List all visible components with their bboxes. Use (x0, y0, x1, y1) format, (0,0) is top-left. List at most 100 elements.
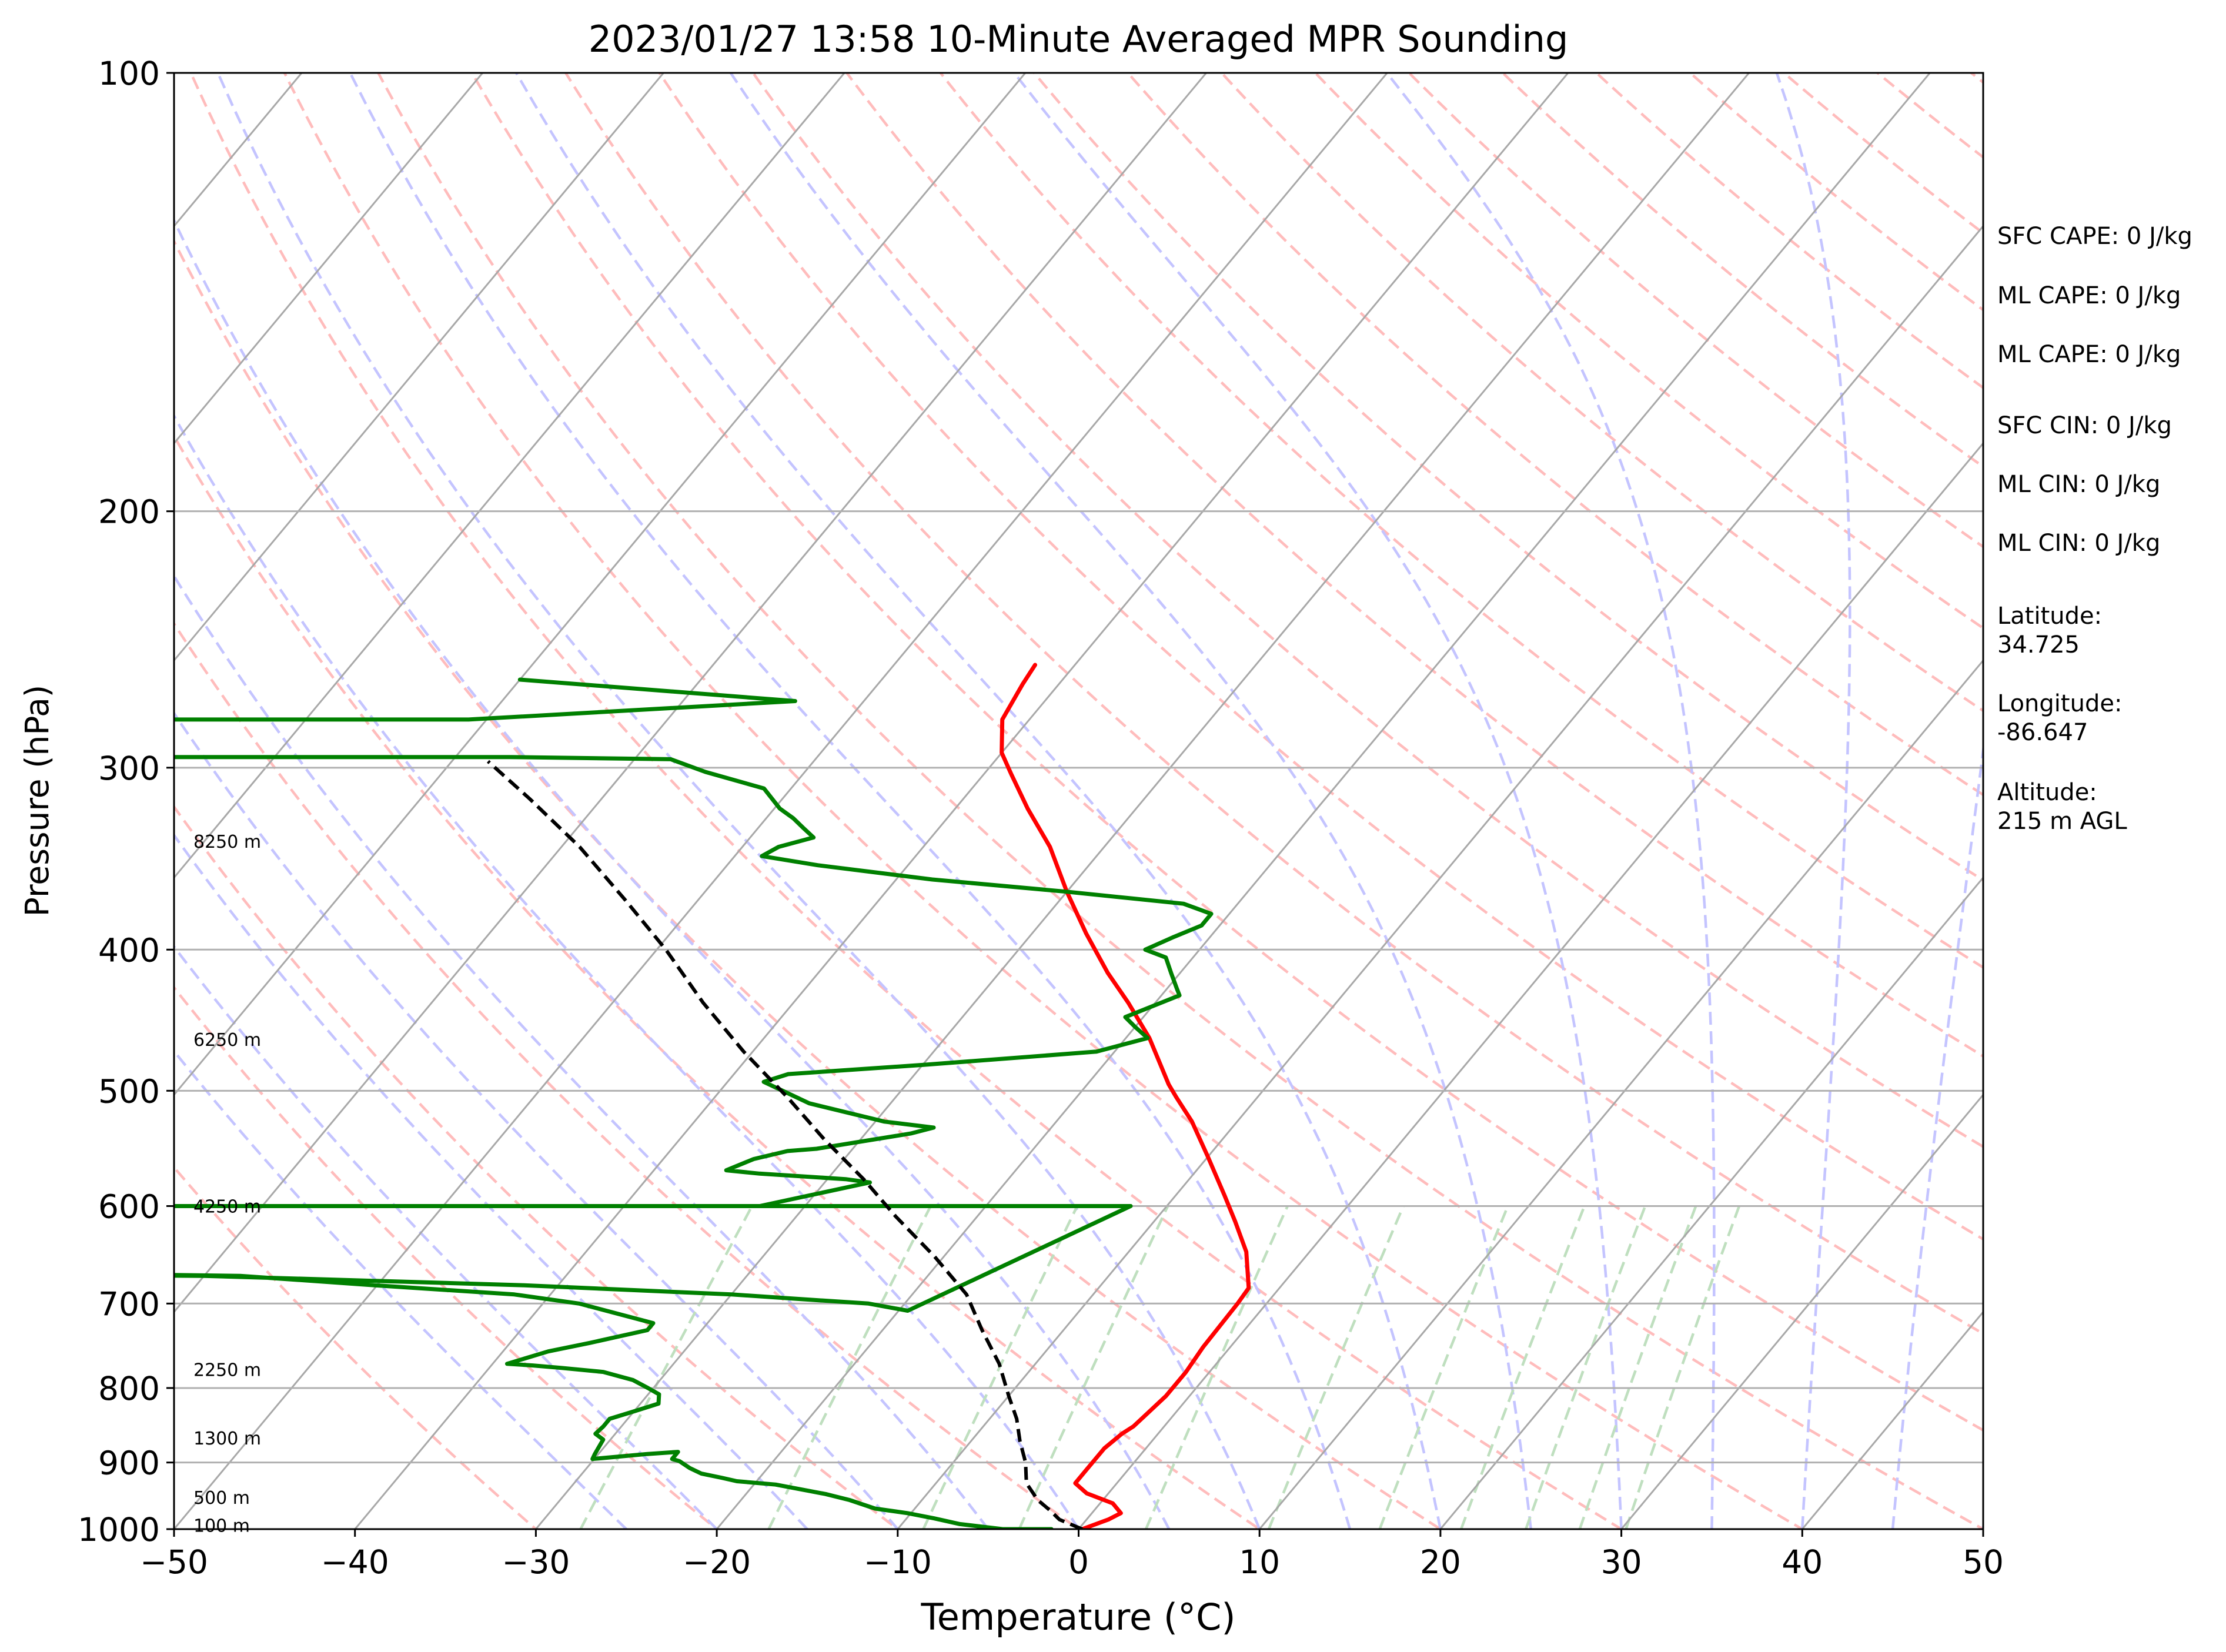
dry-adiabat-line (1594, 73, 1983, 390)
mixing-ratio-line (1018, 1205, 1169, 1529)
isotherm-line (174, 73, 664, 662)
moist-adiabat-line (216, 73, 1261, 1529)
x-tick-label: 0 (1068, 1543, 1089, 1581)
x-tick-label: 40 (1782, 1543, 1823, 1581)
moist-adiabat-line (174, 944, 718, 1529)
mixing-ratio-line (922, 1205, 1079, 1529)
x-tick-label: −40 (321, 1543, 389, 1581)
dry-adiabat-line (1407, 73, 1983, 549)
dry-adiabat-line (174, 1165, 538, 1529)
moist-adiabat-line (174, 573, 990, 1529)
y-tick-label: 400 (98, 931, 160, 969)
x-tick-label: 20 (1420, 1543, 1461, 1581)
dewpoint-profile-line (174, 677, 1214, 1529)
mixing-ratio-line (767, 1205, 932, 1529)
dry-adiabat-line (283, 73, 1805, 1529)
y-tick-label: 800 (98, 1370, 160, 1407)
y-tick-label: 900 (98, 1444, 160, 1482)
dry-adiabat-line (174, 804, 900, 1529)
x-tick-label: −30 (502, 1543, 570, 1581)
isotherm-line (1259, 659, 1983, 1529)
ml-cape-text: ML CAPE: 0 J/kg (1997, 282, 2181, 309)
x-tick-label: 50 (1963, 1543, 2004, 1581)
x-tick-label: 10 (1239, 1543, 1280, 1581)
dry-adiabat-line (1688, 73, 1983, 312)
dry-adiabat-line (174, 238, 1443, 1529)
x-tick-label: −20 (683, 1543, 751, 1581)
dry-adiabat-line (376, 73, 1983, 1529)
isotherm-line (716, 73, 1931, 1529)
ml-cin-text: ML CIN: 0 J/kg (1997, 471, 2160, 498)
x-axis-label: Temperature (°C) (920, 1596, 1235, 1638)
y-tick-label: 300 (98, 750, 160, 787)
longitude-value: -86.647 (1997, 719, 2088, 746)
dry-adiabat-line (1313, 73, 1983, 630)
y-axis-ticks: 1000 900 800 700 600 500 400 300 200 100 (78, 55, 174, 1549)
height-annotation-label: 6250 m (193, 1030, 261, 1051)
longitude-label: Longitude: (1997, 690, 2122, 717)
dry-adiabat-line (174, 433, 1262, 1529)
isotherm-line (1620, 1093, 1983, 1529)
isotherm-line (1439, 876, 1983, 1529)
sfc-cin-text: SFC CIN: 0 J/kg (1997, 412, 2172, 439)
ml-cin-text-2: ML CIN: 0 J/kg (1997, 530, 2160, 557)
moist-adiabat-line (174, 832, 808, 1529)
latitude-value: 34.725 (1997, 631, 2080, 658)
isotherm-line (897, 225, 1983, 1529)
y-tick-label: 1000 (78, 1511, 160, 1549)
dry-adiabat-line (1032, 73, 1983, 882)
dry-adiabat-line (938, 73, 1983, 969)
moist-adiabat-line (1775, 73, 1851, 1529)
y-tick-label: 700 (98, 1285, 160, 1323)
moist-adiabat-line (174, 413, 1080, 1529)
y-tick-label: 200 (98, 493, 160, 531)
temperature-profile-line (1000, 663, 1251, 1529)
moist-adiabat-line (174, 711, 899, 1529)
height-annotation-label: 8250 m (193, 832, 261, 852)
pressure-gridlines (174, 510, 1983, 1464)
moist-adiabat-line (349, 73, 1352, 1529)
sounding-profiles (174, 663, 1251, 1529)
ml-cape-text-2: ML CAPE: 0 J/kg (1997, 341, 2181, 368)
mixing-ratio-line (1267, 1205, 1405, 1529)
moist-adiabat-line (174, 218, 1171, 1529)
isotherm-line (174, 73, 1027, 1096)
moist-adiabat-line (1891, 740, 1983, 1529)
height-annotations: 100 m 500 m 1300 m 2250 m 4250 m 6250 m 8250 m (193, 832, 261, 1537)
mixing-ratio-line (579, 1205, 753, 1529)
altitude-label: Altitude: (1997, 779, 2097, 806)
isotherm-line (174, 73, 845, 879)
parcel-profile-line (486, 760, 1083, 1529)
y-tick-label: 100 (98, 55, 160, 92)
latitude-label: Latitude: (1997, 603, 2102, 630)
isotherm-line (174, 73, 1207, 1313)
dry-adiabat-line (1126, 73, 1983, 797)
isotherm-line (535, 73, 1750, 1529)
altitude-value: 215 m AGL (1997, 808, 2127, 835)
height-annotation-label: 4250 m (193, 1196, 261, 1217)
height-annotation-label: 1300 m (193, 1429, 261, 1449)
x-tick-label: −50 (140, 1543, 208, 1581)
moist-adiabat-line (515, 73, 1442, 1529)
mixing-ratio-line (1144, 1205, 1289, 1529)
height-annotation-label: 500 m (193, 1488, 250, 1509)
background-reference-lines (174, 73, 1983, 1529)
x-axis-ticks: −50 −40 −30 −20 −10 0 10 20 30 40 50 (140, 1529, 2004, 1581)
info-panel: SFC CAPE: 0 J/kg ML CAPE: 0 J/kg ML CAPE… (1997, 223, 2192, 835)
moist-adiabat-line (174, 1049, 627, 1529)
dry-adiabat-line (174, 621, 1081, 1529)
y-axis-label: Pressure (hPa) (18, 685, 56, 917)
moist-adiabat-line (1386, 73, 1716, 1529)
y-tick-label: 600 (98, 1188, 160, 1225)
dry-adiabat-line (845, 73, 1983, 1058)
height-annotation-label: 2250 m (193, 1360, 261, 1381)
isotherm-line (1078, 442, 1983, 1529)
dry-adiabat-line (189, 73, 1624, 1529)
y-tick-label: 500 (98, 1072, 160, 1110)
sfc-cape-text: SFC CAPE: 0 J/kg (1997, 223, 2192, 250)
dry-adiabat-line (174, 985, 719, 1529)
x-tick-label: −10 (864, 1543, 932, 1581)
dry-adiabat-line (564, 73, 1983, 1336)
isotherm-line (174, 73, 483, 445)
